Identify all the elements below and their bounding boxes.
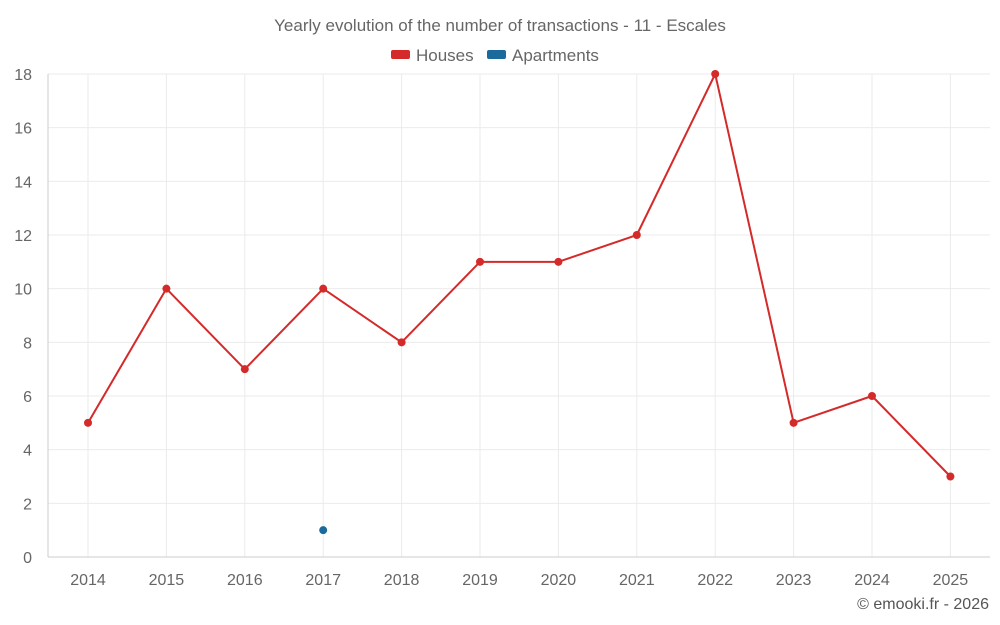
data-point-houses[interactable] bbox=[84, 418, 92, 427]
x-tick-label: 2023 bbox=[776, 572, 812, 589]
x-tick-label: 2019 bbox=[462, 572, 498, 589]
x-tick-label: 2022 bbox=[697, 572, 733, 589]
data-point-houses[interactable] bbox=[711, 70, 720, 78]
series bbox=[84, 70, 955, 535]
y-tick-label: 4 bbox=[23, 443, 32, 460]
legend-item-houses[interactable]: Houses bbox=[391, 46, 474, 65]
credit-text: © emooki.fr - 2026 bbox=[857, 596, 989, 613]
data-point-houses[interactable] bbox=[789, 418, 798, 427]
x-tick-labels: 2014 2015 2016 2017 2018 2019 2020 2021 2022 2023… bbox=[70, 572, 968, 589]
x-tick-label: 2018 bbox=[384, 572, 420, 589]
y-tick-label: 2 bbox=[23, 496, 32, 513]
series-houses bbox=[84, 70, 955, 481]
legend-label-houses: Houses bbox=[416, 46, 474, 65]
series-line-houses bbox=[87, 73, 952, 478]
y-tick-label: 0 bbox=[23, 550, 32, 567]
x-tick-label: 2020 bbox=[541, 572, 577, 589]
chart-title: Yearly evolution of the number of transa… bbox=[274, 16, 726, 35]
y-tick-label: 18 bbox=[14, 67, 32, 84]
series-apartments bbox=[319, 526, 328, 535]
legend: Houses Apartments bbox=[391, 46, 599, 65]
data-point-houses[interactable] bbox=[397, 338, 406, 347]
y-tick-labels: 0 2 4 6 8 10 12 14 16 18 bbox=[14, 67, 32, 567]
x-tick-label: 2015 bbox=[149, 572, 185, 589]
data-point-houses[interactable] bbox=[476, 257, 484, 266]
gridlines bbox=[48, 73, 990, 557]
legend-item-apartments[interactable]: Apartments bbox=[487, 46, 599, 65]
x-tick-label: 2014 bbox=[70, 572, 106, 589]
data-point-houses[interactable] bbox=[319, 284, 328, 293]
y-tick-label: 14 bbox=[14, 174, 32, 191]
data-point-houses[interactable] bbox=[162, 284, 171, 293]
x-tick-label: 2025 bbox=[933, 572, 969, 589]
x-tick-label: 2024 bbox=[854, 572, 890, 589]
y-tick-label: 10 bbox=[14, 282, 32, 299]
y-tick-label: 6 bbox=[23, 389, 32, 406]
legend-swatch-houses bbox=[391, 50, 410, 59]
data-point-houses[interactable] bbox=[946, 472, 955, 481]
x-tick-label: 2017 bbox=[305, 572, 341, 589]
y-tick-label: 16 bbox=[14, 121, 32, 138]
x-tick-label: 2016 bbox=[227, 572, 263, 589]
axes bbox=[47, 74, 990, 558]
y-tick-label: 8 bbox=[23, 335, 32, 352]
data-point-apartments[interactable] bbox=[319, 526, 328, 535]
y-tick-label: 12 bbox=[14, 228, 32, 245]
data-point-houses[interactable] bbox=[868, 392, 876, 400]
data-point-houses[interactable] bbox=[632, 231, 641, 239]
legend-label-apartments: Apartments bbox=[512, 46, 599, 65]
x-tick-label: 2021 bbox=[619, 572, 655, 589]
data-point-houses[interactable] bbox=[240, 365, 249, 374]
data-point-houses[interactable] bbox=[554, 257, 563, 266]
legend-swatch-apartments bbox=[487, 50, 506, 59]
